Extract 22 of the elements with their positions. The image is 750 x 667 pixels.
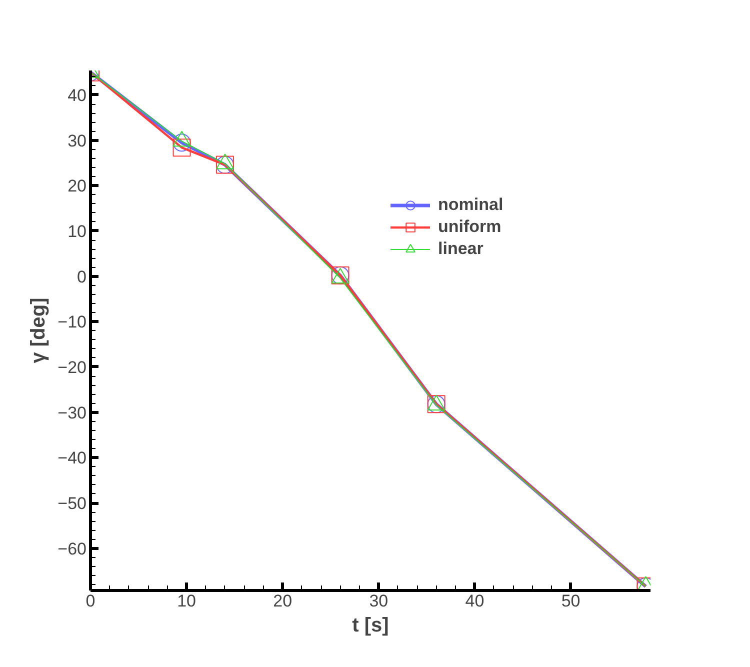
legend-label: uniform [438,217,502,237]
y-tick-label: 0 [77,267,87,286]
point [172,134,191,152]
y-tick-label: −10 [58,312,87,332]
y-tick-label: 20 [68,176,87,196]
x-tick-label: 10 [177,592,196,610]
y-tick-label: 10 [68,222,87,241]
y-tick-label: −40 [58,448,87,468]
x-tick-label: 40 [465,592,484,610]
y-tick-label: 40 [68,86,87,105]
x-tick-label: 20 [273,592,292,610]
x-tick-label: 30 [369,592,388,610]
y-axis-title: γ [deg] [28,298,50,364]
y-tick-label: −60 [58,539,87,558]
y-tick-label: −30 [58,403,87,422]
y-tick-label: −50 [58,494,87,513]
y-tick-label: −20 [58,358,87,377]
x-tick-label: 50 [561,592,580,610]
legend-label: linear [438,239,484,259]
x-axis-title: t [s] [352,614,389,636]
legend-label: nominal [438,195,504,215]
y-tick-label: 30 [68,131,87,150]
